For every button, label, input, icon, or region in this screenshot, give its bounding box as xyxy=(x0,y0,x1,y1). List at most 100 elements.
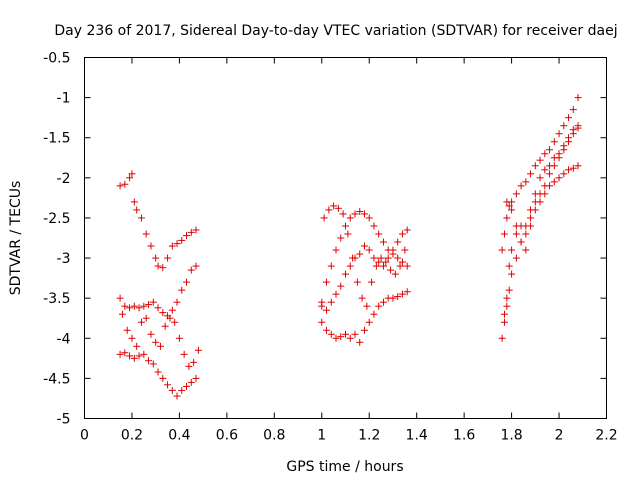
data-point xyxy=(541,190,549,198)
plot-frame xyxy=(84,57,607,419)
data-point xyxy=(123,326,131,334)
data-point xyxy=(505,202,513,210)
data-point xyxy=(135,352,143,360)
data-point xyxy=(560,122,568,130)
data-point xyxy=(398,258,406,266)
data-point xyxy=(565,166,573,174)
data-point xyxy=(536,198,544,206)
data-point xyxy=(323,326,331,334)
data-point xyxy=(187,228,195,236)
data-point xyxy=(512,222,520,230)
series-segment-3-track-c xyxy=(500,162,582,318)
data-point xyxy=(565,134,573,142)
data-point xyxy=(318,318,326,326)
data-point xyxy=(178,236,186,244)
series-segment-1-lower-track xyxy=(116,349,200,400)
data-points xyxy=(116,94,582,400)
data-point xyxy=(403,288,411,296)
data-point xyxy=(121,302,129,310)
x-tick-label: 2.2 xyxy=(595,428,617,444)
x-tick-label: 0 xyxy=(80,428,89,444)
series-segment-3-track-d xyxy=(503,124,582,254)
x-tick-label: 0.2 xyxy=(121,428,143,444)
x-axis-title: GPS time / hours xyxy=(286,459,403,475)
data-point xyxy=(130,198,138,206)
data-point xyxy=(126,304,134,312)
data-point xyxy=(522,246,530,254)
data-point xyxy=(569,126,577,134)
data-point xyxy=(183,232,191,240)
data-point xyxy=(164,381,172,389)
data-point xyxy=(508,270,516,278)
data-point xyxy=(555,130,563,138)
data-point xyxy=(356,338,364,346)
data-point xyxy=(154,304,162,312)
data-point xyxy=(192,262,200,270)
data-point xyxy=(498,334,506,342)
data-point xyxy=(555,150,563,158)
x-tick-label: 0.6 xyxy=(216,428,238,444)
data-point xyxy=(346,214,354,222)
data-point xyxy=(137,214,145,222)
data-point xyxy=(403,226,411,234)
data-point xyxy=(140,350,148,358)
data-point xyxy=(365,318,373,326)
data-point xyxy=(130,354,138,362)
data-point xyxy=(512,230,520,238)
data-point xyxy=(185,362,193,370)
data-point xyxy=(192,226,200,234)
data-point xyxy=(394,293,402,301)
data-point xyxy=(187,378,195,386)
axis-ticks: 0 0.2 0.4 0.6 0.8 1 1.2 1.4 1.6 1.8 2 2.2 -0.5 -1 -1.5… xyxy=(43,51,617,444)
data-point xyxy=(531,206,539,214)
data-point xyxy=(358,294,366,302)
data-point xyxy=(135,304,143,312)
series-segment-2-track-d xyxy=(320,202,409,310)
data-point xyxy=(147,330,155,338)
x-tick-label: 1.8 xyxy=(500,428,522,444)
data-point xyxy=(175,334,183,342)
data-point xyxy=(332,246,340,254)
data-point xyxy=(145,301,153,309)
data-point xyxy=(517,182,525,190)
data-point xyxy=(126,174,134,182)
data-point xyxy=(517,238,525,246)
data-point xyxy=(522,178,530,186)
series-segment-3-track-b xyxy=(498,94,582,254)
data-point xyxy=(351,330,359,338)
data-point xyxy=(527,214,535,222)
data-point xyxy=(342,222,349,230)
data-point xyxy=(394,238,402,246)
data-point xyxy=(133,206,141,214)
data-point xyxy=(550,154,558,162)
data-point xyxy=(332,290,340,298)
y-tick-label: -3 xyxy=(57,251,71,267)
data-point xyxy=(178,286,186,294)
chart-title: Day 236 of 2017, Sidereal Day-to-day VTE… xyxy=(54,23,617,39)
series-segment-1-upper-track xyxy=(116,170,200,272)
data-point xyxy=(375,230,383,238)
data-point xyxy=(541,166,549,174)
data-point xyxy=(337,333,345,341)
data-point xyxy=(332,334,340,342)
data-point xyxy=(505,262,513,270)
data-point xyxy=(149,298,157,306)
data-point xyxy=(183,278,191,286)
data-point xyxy=(500,230,508,238)
x-tick-label: 1 xyxy=(317,428,326,444)
data-point xyxy=(156,342,164,350)
data-point xyxy=(323,278,331,286)
data-point xyxy=(337,234,345,242)
data-point xyxy=(389,294,397,302)
data-point xyxy=(118,310,126,318)
data-point xyxy=(164,254,172,262)
data-point xyxy=(379,298,387,306)
data-point xyxy=(147,242,155,250)
data-point xyxy=(149,360,157,368)
data-point xyxy=(546,162,554,170)
y-tick-label: -0.5 xyxy=(43,51,70,67)
data-point xyxy=(382,258,390,266)
data-point xyxy=(353,278,361,286)
data-point xyxy=(337,282,345,290)
data-point xyxy=(161,322,169,330)
